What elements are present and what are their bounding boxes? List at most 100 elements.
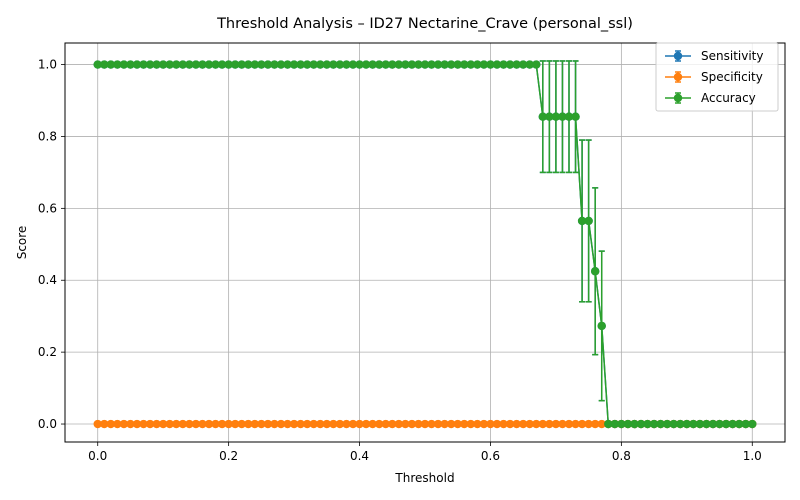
specificity-point: [289, 419, 299, 429]
accuracy-point: [407, 60, 417, 69]
accuracy-point: [525, 60, 534, 69]
accuracy-point: [564, 112, 574, 121]
accuracy-point: [427, 60, 436, 69]
legend-label: Specificity: [701, 70, 763, 84]
legend-marker: [673, 72, 683, 82]
accuracy-point: [139, 60, 148, 69]
y-tick-label: 0.8: [38, 129, 57, 143]
specificity-point: [342, 419, 351, 429]
specificity-point: [381, 419, 390, 429]
specificity-point: [302, 419, 312, 429]
specificity-point: [407, 419, 417, 429]
accuracy-point: [178, 60, 188, 69]
accuracy-point: [630, 419, 639, 429]
accuracy-point: [734, 419, 744, 429]
specificity-point: [244, 419, 253, 429]
specificity-point: [152, 419, 161, 429]
accuracy-point: [662, 419, 672, 429]
accuracy-point: [296, 60, 305, 69]
y-tick-label: 0.0: [38, 417, 57, 431]
accuracy-point: [119, 60, 129, 69]
specificity-point: [178, 419, 188, 429]
specificity-point: [577, 419, 587, 429]
accuracy-point: [263, 60, 273, 69]
specificity-point: [414, 419, 423, 429]
specificity-point: [551, 419, 561, 429]
specificity-point: [499, 419, 508, 429]
accuracy-point: [669, 419, 678, 429]
specificity-point: [538, 419, 548, 429]
accuracy-point: [440, 60, 449, 69]
accuracy-point: [518, 60, 528, 69]
specificity-point: [172, 419, 181, 429]
specificity-point: [257, 419, 266, 429]
specificity-point: [564, 419, 574, 429]
accuracy-point: [649, 419, 659, 429]
specificity-point: [198, 419, 207, 429]
accuracy-point: [532, 60, 541, 69]
specificity-point: [165, 419, 174, 429]
accuracy-point: [198, 60, 207, 69]
accuracy-point: [302, 60, 312, 69]
specificity-point: [191, 419, 201, 429]
accuracy-point: [728, 419, 737, 429]
axis-ticks: 0.0 0.2 0.4 0.6 0.8 1.0 0.0 0.2 0.4 0.6 0.8 1.0: [38, 58, 762, 463]
accuracy-point: [289, 60, 299, 69]
y-tick-label: 0.4: [38, 273, 57, 287]
accuracy-point: [689, 419, 698, 429]
legend-label: Sensitivity: [701, 49, 763, 63]
x-tick-label: 0.0: [88, 449, 107, 463]
accuracy-point: [113, 60, 122, 69]
accuracy-point: [145, 60, 155, 69]
specificity-point: [433, 419, 443, 429]
specificity-point: [158, 419, 168, 429]
specificity-point: [512, 419, 521, 429]
specificity-point: [453, 419, 462, 429]
specificity-point: [394, 419, 404, 429]
x-axis-label: Threshold: [394, 471, 454, 485]
accuracy-point: [656, 419, 665, 429]
accuracy-point: [381, 60, 390, 69]
accuracy-point: [453, 60, 462, 69]
specificity-point: [466, 419, 476, 429]
specificity-point: [296, 419, 305, 429]
specificity-point: [532, 419, 541, 429]
legend-frame: [655, 42, 779, 112]
accuracy-point: [211, 60, 220, 69]
legend-label: Accuracy: [701, 91, 756, 105]
x-tick-label: 0.2: [219, 449, 238, 463]
accuracy-point: [355, 60, 364, 69]
accuracy-point: [224, 60, 233, 69]
accuracy-point: [721, 419, 731, 429]
specificity-point: [113, 419, 122, 429]
specificity-point: [230, 419, 240, 429]
specificity-point: [119, 419, 129, 429]
legend-entry-sensitivity: Sensitivity: [665, 49, 763, 63]
specificity-point: [558, 419, 567, 429]
accuracy-point: [538, 112, 548, 121]
specificity-point: [545, 419, 554, 429]
accuracy-point: [217, 60, 227, 69]
accuracy-point: [479, 60, 489, 69]
accuracy-point: [165, 60, 174, 69]
specificity-point: [525, 419, 534, 429]
accuracy-point: [191, 60, 201, 69]
accuracy-point: [499, 60, 508, 69]
accuracy-point: [270, 60, 279, 69]
accuracy-point: [597, 321, 606, 331]
accuracy-point: [342, 60, 351, 69]
accuracy-point: [329, 60, 338, 69]
specificity-point: [388, 419, 397, 429]
accuracy-point: [623, 419, 633, 429]
accuracy-point: [93, 60, 102, 69]
accuracy-point: [257, 60, 266, 69]
specificity-point: [518, 419, 528, 429]
accuracy-point: [617, 419, 626, 429]
accuracy-point: [676, 419, 685, 429]
accuracy-point: [702, 419, 711, 429]
specificity-point: [283, 419, 292, 429]
plot-frame: [64, 42, 786, 443]
specificity-point: [427, 419, 436, 429]
legend-entry-specificity: Specificity: [665, 70, 763, 84]
